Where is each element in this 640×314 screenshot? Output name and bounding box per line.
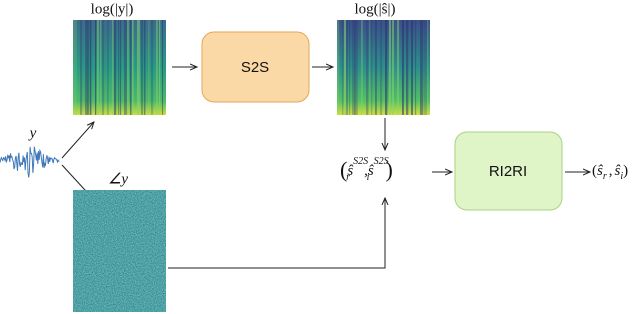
waveform-label: y bbox=[28, 125, 37, 141]
subscript: i bbox=[620, 171, 623, 182]
stripe bbox=[344, 20, 347, 115]
stripe bbox=[100, 20, 102, 115]
stripe bbox=[151, 20, 154, 115]
separator: , bbox=[609, 163, 613, 179]
stripe bbox=[346, 20, 348, 115]
stripe bbox=[424, 20, 427, 115]
superscript: S2S bbox=[353, 156, 368, 167]
stripe bbox=[90, 20, 92, 115]
stripe bbox=[102, 20, 105, 115]
stripe bbox=[159, 20, 161, 115]
stripe bbox=[352, 20, 355, 115]
stripe bbox=[114, 20, 117, 115]
stripe bbox=[356, 20, 358, 115]
separator: , bbox=[364, 163, 368, 179]
subscript: r bbox=[346, 172, 350, 183]
stripe bbox=[137, 20, 140, 115]
stripe bbox=[354, 20, 357, 115]
stripe bbox=[95, 20, 97, 115]
stripe bbox=[97, 20, 99, 115]
stripe bbox=[420, 20, 423, 115]
ri2ri-label: RI2RI bbox=[489, 163, 527, 180]
stripe bbox=[411, 20, 414, 115]
arrow bbox=[168, 198, 385, 269]
stripe bbox=[402, 20, 404, 115]
symbol: ŝ bbox=[347, 163, 353, 179]
stripe bbox=[427, 20, 429, 115]
stripe bbox=[422, 20, 424, 115]
s2s-spectrogram bbox=[337, 20, 430, 115]
stripe bbox=[124, 20, 127, 115]
s2s-label: S2S bbox=[241, 59, 269, 76]
s2s-box bbox=[201, 31, 310, 103]
stripe bbox=[107, 20, 109, 115]
stripe bbox=[73, 20, 75, 115]
stripe bbox=[397, 20, 400, 115]
stripe bbox=[380, 20, 383, 115]
stripe bbox=[156, 20, 158, 115]
paren: ( bbox=[592, 163, 597, 179]
final-estimate: (ŝr, ŝi) bbox=[592, 163, 628, 182]
stripe bbox=[361, 20, 363, 115]
phase-label: ∠y bbox=[108, 171, 128, 187]
stripe bbox=[392, 20, 394, 115]
stripe bbox=[87, 20, 90, 115]
phase-texture bbox=[73, 190, 166, 312]
ri2ri-box bbox=[454, 131, 563, 211]
spectrogram-texture bbox=[337, 20, 429, 115]
stripe bbox=[415, 20, 417, 115]
symbol: ŝ bbox=[615, 163, 621, 179]
stripe bbox=[385, 20, 388, 115]
stripe bbox=[369, 20, 371, 115]
stripe bbox=[342, 20, 344, 115]
paren: ( bbox=[340, 157, 347, 182]
input-spectrogram bbox=[73, 20, 166, 115]
stripe bbox=[112, 20, 114, 115]
magnitude-label: log(|y|) bbox=[91, 1, 134, 17]
paren: ) bbox=[623, 163, 628, 179]
waveform bbox=[0, 146, 60, 178]
spectrogram-texture bbox=[73, 20, 164, 115]
stripe bbox=[141, 20, 144, 115]
stripe bbox=[162, 20, 164, 115]
stripe bbox=[80, 20, 83, 115]
superscript: S2S bbox=[374, 156, 389, 167]
stripe bbox=[366, 20, 369, 115]
stripe bbox=[389, 20, 391, 115]
symbol: ŝ bbox=[368, 163, 374, 179]
stripe bbox=[337, 20, 340, 115]
stripe bbox=[85, 20, 88, 115]
arrow bbox=[61, 122, 94, 159]
stripe bbox=[75, 20, 77, 115]
stripe bbox=[406, 20, 409, 115]
stripe bbox=[130, 20, 132, 115]
subscript: r bbox=[603, 171, 607, 182]
symbol: ŝ bbox=[597, 163, 603, 179]
paren: ) bbox=[385, 157, 392, 182]
intermediate-estimate: (ŝS2S r ,ŝS2S i) bbox=[340, 156, 393, 183]
stripe bbox=[127, 20, 129, 115]
stripe bbox=[120, 20, 122, 115]
stripe bbox=[148, 20, 150, 115]
stripe bbox=[118, 20, 120, 115]
stripe bbox=[144, 20, 146, 115]
subscript: i bbox=[367, 172, 370, 183]
stripe bbox=[371, 20, 373, 115]
stripe bbox=[349, 20, 351, 115]
stripe bbox=[132, 20, 134, 115]
s2s-magnitude-label: log(|ŝ|) bbox=[354, 1, 395, 17]
stripe bbox=[375, 20, 377, 115]
